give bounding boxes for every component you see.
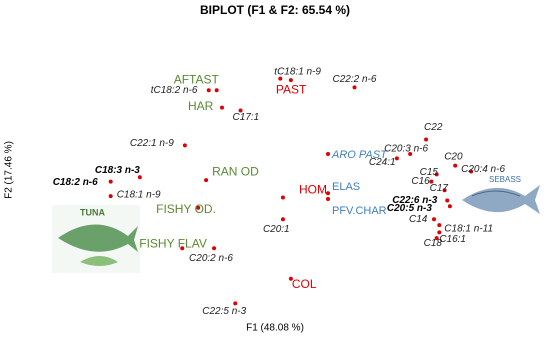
- point: [326, 197, 330, 201]
- point-label: tC18:1 n-9: [274, 66, 321, 77]
- point: [442, 188, 447, 193]
- point: [434, 236, 439, 241]
- point-label: PFV.CHAR: [332, 205, 387, 217]
- point: [278, 76, 283, 81]
- point-label: C22:2 n-6: [333, 74, 377, 85]
- point: [108, 194, 113, 199]
- point: [469, 169, 474, 174]
- point: [137, 175, 142, 180]
- point: [434, 172, 439, 177]
- point: [212, 246, 217, 251]
- point-label: C22: [424, 122, 443, 133]
- point: [280, 217, 285, 222]
- point-label: ARO PAST: [331, 149, 388, 161]
- point-label: C24:1: [369, 157, 396, 168]
- chart-title: BIPLOT (F1 & F2: 65.54 %): [200, 3, 350, 17]
- point: [204, 178, 209, 183]
- point-label: ELAS: [332, 181, 360, 193]
- point: [180, 246, 185, 251]
- point-label: C18:1 n-9: [117, 190, 161, 201]
- point: [233, 301, 238, 306]
- point: [424, 137, 429, 142]
- point-label: FISHY OD.: [156, 202, 216, 216]
- point: [453, 163, 458, 168]
- point-label: C14: [409, 214, 428, 225]
- point: [394, 156, 399, 161]
- fish: [462, 185, 540, 214]
- point: [437, 230, 442, 235]
- point-label: RAN OD: [212, 164, 259, 178]
- point: [437, 223, 442, 228]
- image-label: TUNA: [80, 207, 105, 217]
- fish: [80, 256, 118, 266]
- point-label: C22:1 n-9: [130, 138, 174, 149]
- point: [326, 152, 330, 157]
- point-label: C18:3 n-3: [95, 165, 140, 176]
- point-label: PAST: [276, 82, 307, 96]
- x-axis-label: F1 (48.08 %): [246, 323, 304, 334]
- point-label: COL: [292, 277, 317, 291]
- point-label: C20: [444, 151, 463, 162]
- point-label: FISHY FLAV: [139, 236, 207, 250]
- point-label: C17: [430, 183, 449, 194]
- point: [408, 152, 413, 157]
- y-axis-label: F2 (17.46 %): [4, 141, 15, 199]
- point-label: C18: [424, 238, 443, 249]
- point-label: C16: [411, 176, 430, 187]
- point-label: C20:1: [263, 224, 290, 235]
- point: [220, 105, 224, 110]
- point-label: C20:4 n-6: [461, 164, 505, 175]
- fish: [58, 224, 138, 252]
- point: [447, 204, 452, 209]
- point: [182, 143, 187, 148]
- point-label: C20:5 n-3: [387, 203, 432, 214]
- point-label: HAR: [188, 99, 214, 113]
- point-label: C16:1: [439, 234, 466, 245]
- image-label: SEBASS: [489, 175, 521, 184]
- point: [445, 198, 450, 203]
- point-label: C22:5 n-3: [202, 306, 246, 317]
- point-label: HOM: [299, 183, 327, 197]
- point: [280, 195, 285, 200]
- point: [432, 217, 436, 222]
- sebass-image: SEBASS: [462, 175, 540, 214]
- point-label: C17:1: [233, 112, 260, 123]
- point-label: C18:2 n-6: [53, 177, 98, 188]
- point: [196, 205, 201, 210]
- point-label: C20:2 n-6: [189, 253, 233, 264]
- point-label: C18:1 n-11: [444, 224, 493, 235]
- point: [352, 85, 357, 90]
- point-label: C22:6 n-3: [392, 195, 437, 206]
- fish-line: [471, 190, 521, 197]
- tuna-image: TUNA: [52, 205, 140, 273]
- point: [326, 191, 330, 196]
- point: [214, 88, 219, 93]
- point: [238, 108, 243, 113]
- point: [288, 276, 293, 281]
- point: [206, 88, 211, 93]
- point-label: C15: [420, 167, 439, 178]
- point-label: tC18:2 n-6: [151, 85, 198, 96]
- point: [288, 78, 293, 83]
- point-label: C20:3 n-6: [384, 144, 428, 155]
- point: [429, 179, 434, 184]
- point: [108, 179, 113, 184]
- point-label: AFTAST: [174, 72, 220, 86]
